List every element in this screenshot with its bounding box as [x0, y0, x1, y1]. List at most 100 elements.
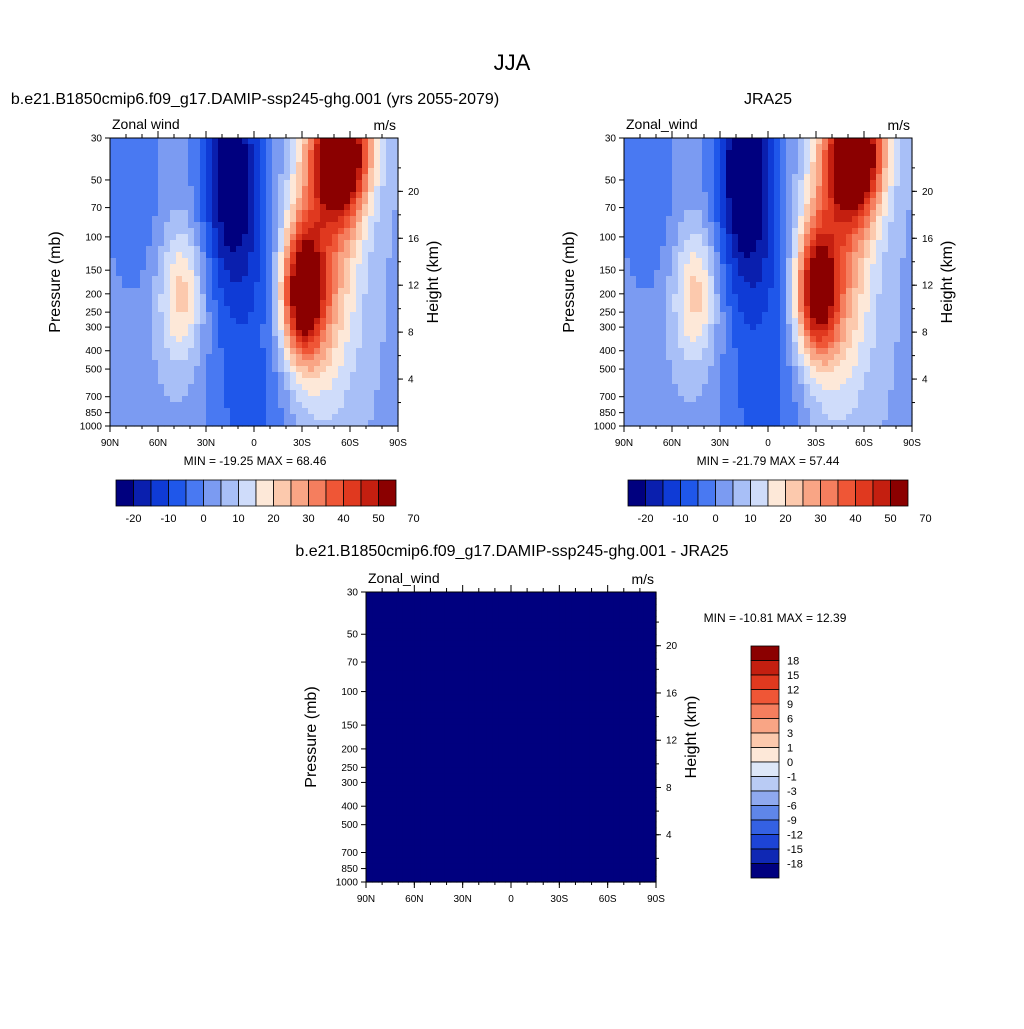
field-cell	[636, 168, 643, 175]
field-cell	[134, 240, 141, 247]
field-cell	[326, 348, 333, 355]
field-cell	[696, 330, 703, 337]
field-cell	[368, 246, 375, 253]
field-cell	[372, 816, 379, 823]
field-cell	[702, 204, 709, 211]
field-cell	[254, 288, 261, 295]
field-cell	[768, 168, 775, 175]
field-cell	[194, 366, 201, 373]
field-cell	[876, 360, 883, 367]
field-cell	[164, 354, 171, 361]
field-cell	[762, 282, 769, 289]
field-cell	[194, 300, 201, 307]
field-cell	[630, 318, 637, 325]
x-tick-label: 90S	[903, 438, 921, 449]
field-cell	[248, 186, 255, 193]
y-axis-label: Pressure (mb)	[47, 231, 64, 332]
field-cell	[164, 372, 171, 379]
field-cell	[852, 162, 859, 169]
field-cell	[320, 216, 327, 223]
field-cell	[708, 318, 715, 325]
field-cell	[894, 324, 901, 331]
field-cell	[744, 312, 751, 319]
field-cell	[816, 174, 823, 181]
field-cell	[870, 396, 877, 403]
field-cell	[386, 318, 393, 325]
field-cell	[690, 216, 697, 223]
field-cell	[708, 156, 715, 163]
field-cell	[122, 252, 129, 259]
field-cell	[810, 282, 817, 289]
field-cell	[188, 384, 195, 391]
field-cell	[636, 234, 643, 241]
field-cell	[720, 396, 727, 403]
field-cell	[164, 312, 171, 319]
field-cell	[296, 354, 303, 361]
field-cell	[798, 396, 805, 403]
field-cell	[780, 192, 787, 199]
field-cell	[374, 192, 381, 199]
field-cell	[134, 186, 141, 193]
field-cell	[882, 390, 889, 397]
field-cell	[356, 300, 363, 307]
field-cell	[624, 330, 631, 337]
field-cell	[374, 222, 381, 229]
field-cell	[744, 336, 751, 343]
field-cell	[900, 138, 907, 145]
field-cell	[290, 348, 297, 355]
field-cell	[146, 330, 153, 337]
field-cell	[152, 384, 159, 391]
field-cell	[708, 324, 715, 331]
field-cell	[894, 396, 901, 403]
field-cell	[158, 270, 165, 277]
field-cell	[194, 360, 201, 367]
field-cell	[870, 252, 877, 259]
field-cell	[744, 378, 751, 385]
field-cell	[206, 174, 213, 181]
field-cell	[254, 252, 261, 259]
field-cell	[654, 282, 661, 289]
field-cell	[894, 390, 901, 397]
field-cell	[744, 366, 751, 373]
field-cell	[200, 192, 207, 199]
field-cell	[798, 192, 805, 199]
field-cell	[362, 348, 369, 355]
field-cell	[242, 210, 249, 217]
field-cell	[636, 216, 643, 223]
field-cell	[720, 240, 727, 247]
field-cell	[768, 252, 775, 259]
field-cell	[744, 168, 751, 175]
field-cell	[368, 156, 375, 163]
field-cell	[726, 384, 733, 391]
field-cell	[182, 246, 189, 253]
field-cell	[356, 330, 363, 337]
field-cell	[684, 348, 691, 355]
field-cell	[870, 294, 877, 301]
field-cell	[768, 186, 775, 193]
field-cell	[624, 396, 631, 403]
field-cell	[278, 378, 285, 385]
field-cell	[792, 306, 799, 313]
field-cell	[372, 719, 379, 726]
field-cell	[852, 216, 859, 223]
field-cell	[828, 150, 835, 157]
field-cell	[366, 640, 373, 647]
field-cell	[804, 216, 811, 223]
field-cell	[708, 342, 715, 349]
field-cell	[720, 228, 727, 235]
field-cell	[816, 138, 823, 145]
field-cell	[350, 414, 357, 421]
field-cell	[720, 174, 727, 181]
field-cell	[750, 378, 757, 385]
field-cell	[314, 210, 321, 217]
field-cell	[660, 414, 667, 421]
field-cell	[224, 252, 231, 259]
field-cell	[768, 366, 775, 373]
field-cell	[182, 138, 189, 145]
field-cell	[308, 384, 315, 391]
field-cell	[218, 270, 225, 277]
field-cell	[362, 162, 369, 169]
field-cell	[242, 330, 249, 337]
field-cell	[678, 210, 685, 217]
field-cell	[116, 348, 123, 355]
